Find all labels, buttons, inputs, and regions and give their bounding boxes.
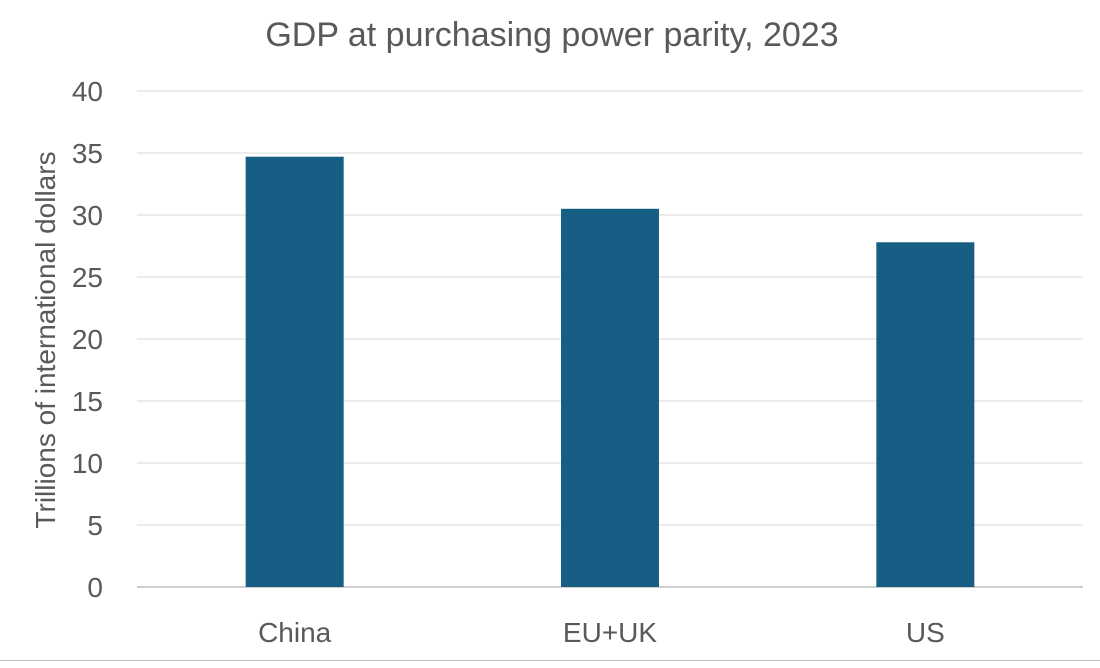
bar-eu-uk <box>561 208 659 588</box>
bars <box>245 156 975 588</box>
x-tick-label: EU+UK <box>563 617 657 648</box>
y-tick-label: 0 <box>87 572 103 603</box>
x-axis-ticks: China EU+UK US <box>258 617 945 648</box>
y-axis-ticks: 0 5 10 15 20 25 30 35 40 <box>72 76 103 603</box>
bar-us <box>876 242 975 587</box>
bar-china <box>245 156 344 587</box>
y-tick-label: 10 <box>72 448 103 479</box>
x-tick-label: China <box>258 617 332 648</box>
x-tick-label: US <box>906 617 945 648</box>
divider <box>0 660 1100 661</box>
chart-title: GDP at purchasing power parity, 2023 <box>265 16 838 54</box>
y-axis-label: Trillions of international dollars <box>30 151 61 528</box>
y-tick-label: 35 <box>72 138 103 169</box>
y-tick-label: 30 <box>72 200 103 231</box>
y-tick-label: 15 <box>72 386 103 417</box>
y-tick-label: 40 <box>72 76 103 107</box>
y-tick-label: 25 <box>72 262 103 293</box>
y-tick-label: 20 <box>72 324 103 355</box>
y-tick-label: 5 <box>87 510 103 541</box>
